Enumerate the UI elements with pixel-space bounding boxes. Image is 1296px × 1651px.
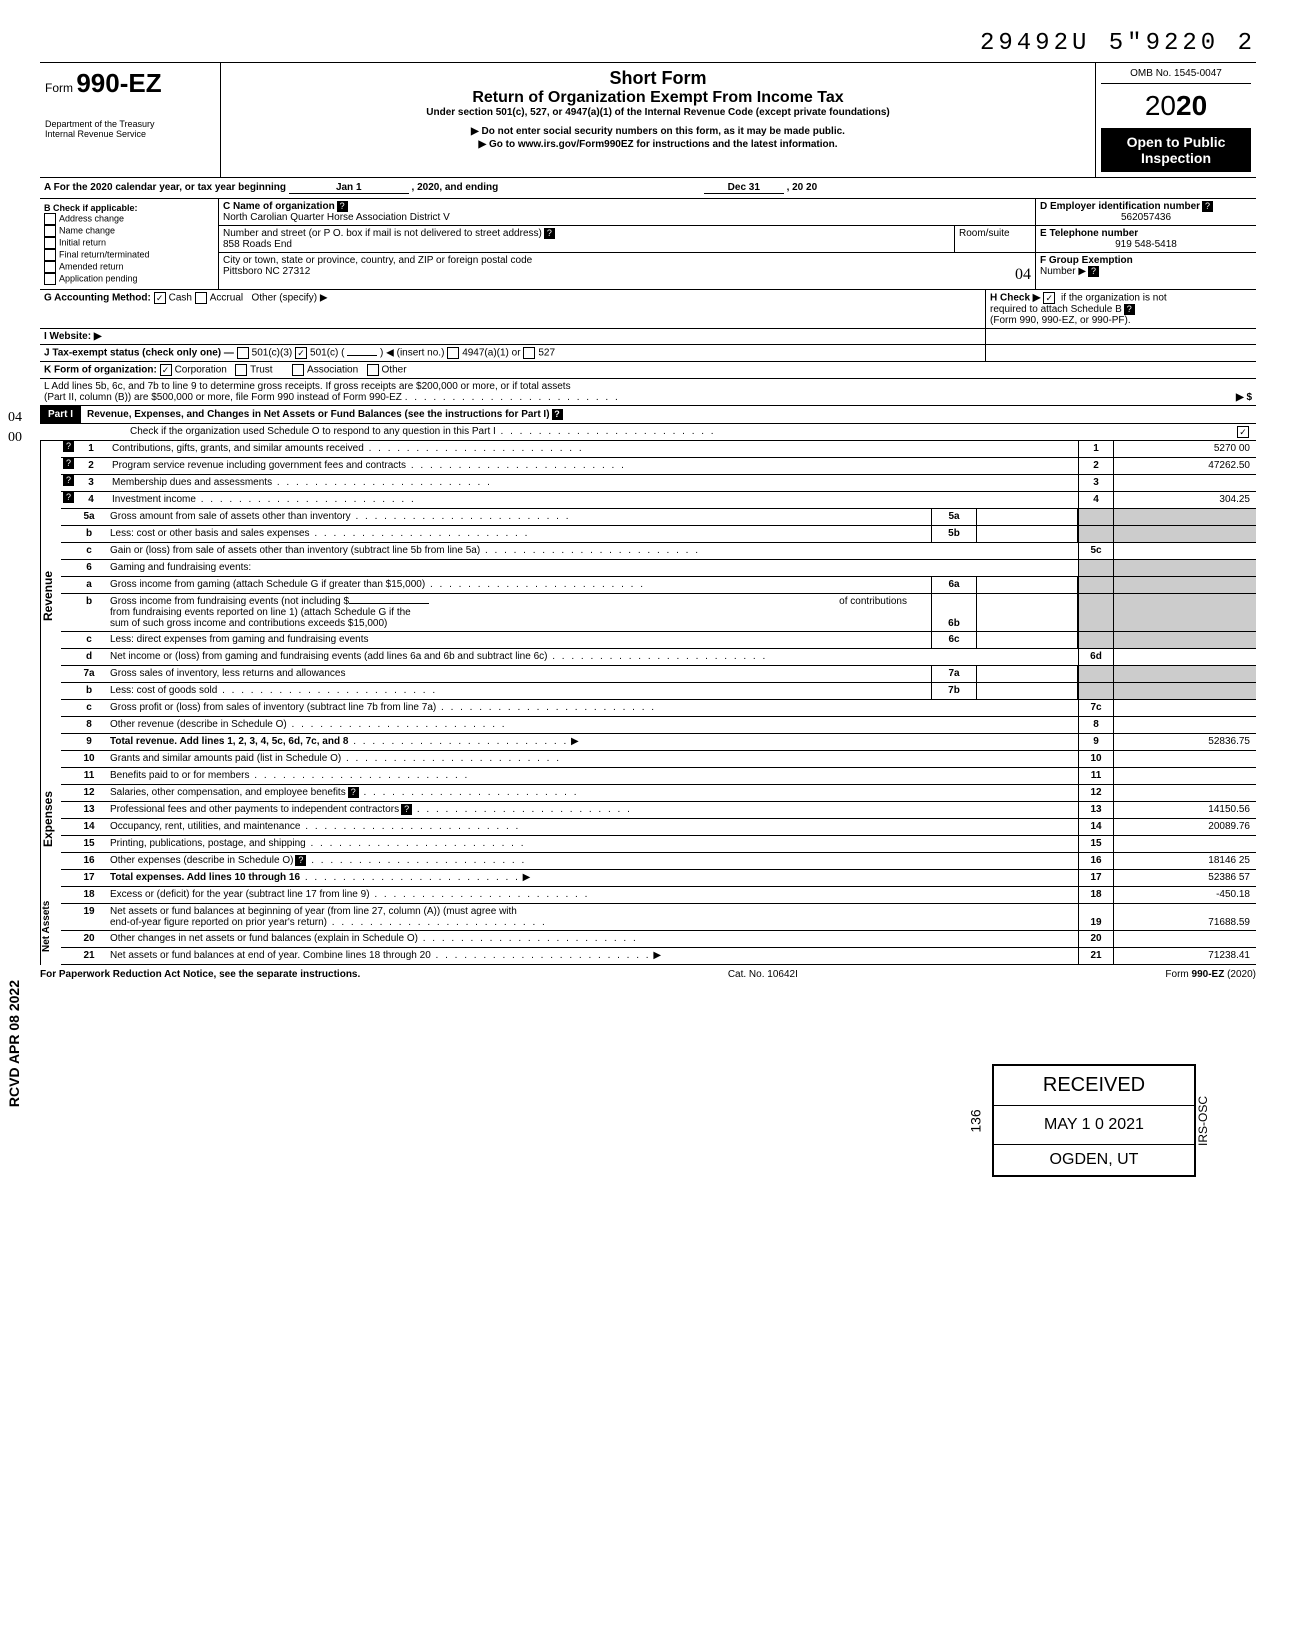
received-stamp: 136 IRS-OSC RECEIVED MAY 1 0 2021 OGDEN,… bbox=[992, 1064, 1196, 1177]
val-21: 71238.41 bbox=[1113, 948, 1256, 964]
val-14: 20089.76 bbox=[1113, 819, 1256, 835]
val-3 bbox=[1113, 475, 1256, 491]
tax-year: 2020 bbox=[1101, 84, 1251, 128]
help-icon[interactable]: ? bbox=[295, 855, 306, 866]
check-address[interactable] bbox=[44, 213, 56, 225]
help-icon[interactable]: ? bbox=[63, 492, 74, 503]
dept-irs: Internal Revenue Service bbox=[45, 129, 215, 139]
footer-form: Form 990-EZ (2020) bbox=[1165, 969, 1256, 980]
margin-00: 00 bbox=[8, 430, 22, 446]
check-4947[interactable] bbox=[447, 347, 459, 359]
line-K: K Form of organization: Corporation Trus… bbox=[40, 362, 1256, 379]
part-label: Part I bbox=[40, 406, 81, 423]
line-G-H: G Accounting Method: Cash Accrual Other … bbox=[40, 290, 1256, 329]
expenses-label: Expenses bbox=[40, 751, 61, 887]
check-cash[interactable] bbox=[154, 292, 166, 304]
top-code: 29492U 5"9220 2 bbox=[40, 30, 1256, 57]
revenue-section: Revenue ?1Contributions, gifts, grants, … bbox=[40, 441, 1256, 751]
val-18: -450.18 bbox=[1113, 887, 1256, 903]
help-icon[interactable]: ? bbox=[552, 409, 563, 420]
form-number: 990-EZ bbox=[76, 68, 161, 98]
part-title: Revenue, Expenses, and Changes in Net As… bbox=[81, 406, 1256, 423]
stamp-received: RECEIVED bbox=[994, 1066, 1194, 1106]
stamp-location: OGDEN, UT bbox=[994, 1145, 1194, 1175]
stamp-136: 136 bbox=[968, 1109, 984, 1132]
check-501c[interactable] bbox=[295, 347, 307, 359]
check-pending[interactable] bbox=[44, 273, 56, 285]
stamp-irs-osc: IRS-OSC bbox=[1196, 1095, 1210, 1145]
title-box: Short Form Return of Organization Exempt… bbox=[221, 63, 1095, 177]
check-final[interactable] bbox=[44, 249, 56, 261]
section-DEF: D Employer identification number? 562057… bbox=[1035, 199, 1256, 289]
stamp-date: MAY 1 0 2021 bbox=[994, 1106, 1194, 1145]
title-under: Under section 501(c), 527, or 4947(a)(1)… bbox=[226, 107, 1090, 118]
title-return: Return of Organization Exempt From Incom… bbox=[226, 89, 1090, 107]
header-info-row: B Check if applicable: Address change Na… bbox=[40, 199, 1256, 290]
year-box: OMB No. 1545-0047 2020 Open to Public In… bbox=[1095, 63, 1256, 177]
check-527[interactable] bbox=[523, 347, 535, 359]
line-J: J Tax-exempt status (check only one) — 5… bbox=[40, 345, 1256, 362]
street: 858 Roads End bbox=[223, 239, 292, 250]
check-trust[interactable] bbox=[235, 364, 247, 376]
footer-left: For Paperwork Reduction Act Notice, see … bbox=[40, 969, 360, 980]
help-icon[interactable]: ? bbox=[401, 804, 412, 815]
margin-rcvd: RCVD APR 08 2022 bbox=[6, 980, 22, 1107]
ein: 562057436 bbox=[1040, 212, 1252, 223]
dept-treasury: Department of the Treasury bbox=[45, 119, 215, 129]
title-ssn: ▶ Do not enter social security numbers o… bbox=[226, 126, 1090, 137]
page-footer: For Paperwork Reduction Act Notice, see … bbox=[40, 965, 1256, 984]
form-header: Form 990-EZ Department of the Treasury I… bbox=[40, 62, 1256, 178]
netassets-section: Net Assets 18Excess or (deficit) for the… bbox=[40, 887, 1256, 965]
line-L: L Add lines 5b, 6c, and 7b to line 9 to … bbox=[40, 379, 1256, 406]
section-B: B Check if applicable: Address change Na… bbox=[40, 199, 219, 289]
open-public: Open to Public Inspection bbox=[1101, 128, 1251, 172]
check-assoc[interactable] bbox=[292, 364, 304, 376]
line-A: A For the 2020 calendar year, or tax yea… bbox=[40, 178, 1256, 199]
help-icon[interactable]: ? bbox=[63, 441, 74, 452]
val-16: 18146 25 bbox=[1113, 853, 1256, 869]
line-I: I Website: ▶ bbox=[40, 329, 1256, 345]
section-C: C Name of organization? North Carolian Q… bbox=[219, 199, 1035, 289]
check-other[interactable] bbox=[367, 364, 379, 376]
part1-check: Check if the organization used Schedule … bbox=[40, 424, 1256, 441]
handwritten-04: 04 bbox=[1015, 266, 1031, 284]
help-icon[interactable]: ? bbox=[1088, 266, 1099, 277]
form-prefix: Form bbox=[45, 81, 73, 95]
part1-header: Part I Revenue, Expenses, and Changes in… bbox=[40, 406, 1256, 424]
expenses-section: Expenses 10Grants and similar amounts pa… bbox=[40, 751, 1256, 887]
val-1: 5270 00 bbox=[1113, 441, 1256, 457]
val-17: 52386 57 bbox=[1113, 870, 1256, 886]
check-H[interactable] bbox=[1043, 292, 1055, 304]
val-4: 304.25 bbox=[1113, 492, 1256, 508]
help-icon[interactable]: ? bbox=[544, 228, 555, 239]
val-13: 14150.56 bbox=[1113, 802, 1256, 818]
title-short-form: Short Form bbox=[226, 68, 1090, 89]
help-icon[interactable]: ? bbox=[63, 475, 74, 486]
help-icon[interactable]: ? bbox=[337, 201, 348, 212]
help-icon[interactable]: ? bbox=[1202, 201, 1213, 212]
phone: 919 548-5418 bbox=[1040, 239, 1252, 250]
help-icon[interactable]: ? bbox=[1124, 304, 1135, 315]
netassets-label: Net Assets bbox=[40, 887, 61, 965]
val-9: 52836.75 bbox=[1113, 734, 1256, 750]
check-corp[interactable] bbox=[160, 364, 172, 376]
check-schedO[interactable] bbox=[1237, 426, 1249, 438]
help-icon[interactable]: ? bbox=[348, 787, 359, 798]
check-501c3[interactable] bbox=[237, 347, 249, 359]
footer-cat: Cat. No. 10642I bbox=[728, 969, 798, 980]
form-id-box: Form 990-EZ Department of the Treasury I… bbox=[40, 63, 221, 177]
check-amended[interactable] bbox=[44, 261, 56, 273]
city: Pittsboro NC 27312 bbox=[223, 266, 310, 277]
title-goto: ▶ Go to www.irs.gov/Form990EZ for instru… bbox=[226, 139, 1090, 150]
omb-number: OMB No. 1545-0047 bbox=[1101, 68, 1251, 84]
check-accrual[interactable] bbox=[195, 292, 207, 304]
check-name[interactable] bbox=[44, 225, 56, 237]
help-icon[interactable]: ? bbox=[63, 458, 74, 469]
margin-04: 04 bbox=[8, 410, 22, 426]
val-19: 71688.59 bbox=[1113, 904, 1256, 930]
org-name: North Carolian Quarter Horse Association… bbox=[223, 212, 450, 223]
revenue-label: Revenue bbox=[40, 441, 61, 751]
val-2: 47262.50 bbox=[1113, 458, 1256, 474]
check-initial[interactable] bbox=[44, 237, 56, 249]
